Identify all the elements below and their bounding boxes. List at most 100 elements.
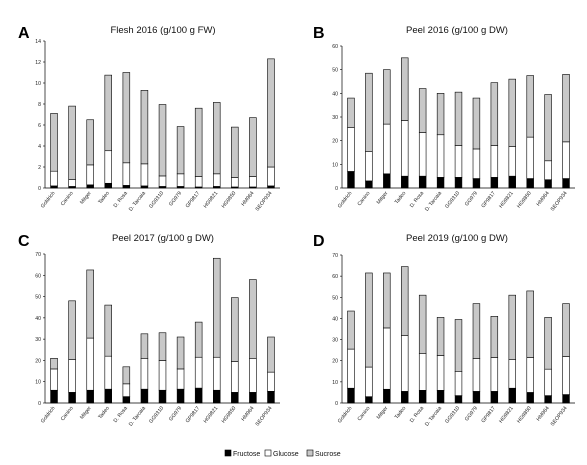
x-tick-label: GG979 bbox=[168, 405, 183, 422]
bar-segment-fructose bbox=[86, 389, 94, 404]
y-tick-label: 30 bbox=[332, 338, 338, 344]
y-tick-label: 70 bbox=[332, 253, 338, 259]
y-tick-label: 10 bbox=[332, 162, 338, 168]
x-tick-label: D. Tarcaia bbox=[424, 190, 443, 212]
y-tick-label: 70 bbox=[35, 252, 41, 258]
bar-segment-sucrose bbox=[544, 317, 552, 370]
bar-segment-sucrose bbox=[454, 319, 463, 372]
bar-segment-sucrose bbox=[140, 333, 149, 359]
x-tick-label: HM964 bbox=[536, 405, 551, 422]
bar-segment-fructose bbox=[418, 175, 427, 189]
bar-segment-glucose bbox=[365, 366, 373, 397]
x-tick-label: Tadeo bbox=[394, 190, 407, 205]
panel-c: C Peel 2017 (g/100 g DW) 0 10 20 30 40 50 60 70 Go… bbox=[18, 233, 280, 428]
bar-segment-sucrose bbox=[436, 93, 445, 136]
bar-segment-glucose bbox=[472, 148, 481, 179]
bar-segment-sucrose bbox=[86, 119, 94, 166]
bar-segment-fructose bbox=[176, 388, 185, 404]
bar-segment-glucose bbox=[267, 166, 275, 187]
bar-segment-sucrose bbox=[472, 303, 481, 359]
bar-segment-fructose bbox=[347, 387, 355, 404]
panel-letter: A bbox=[18, 25, 30, 42]
bar-segment-sucrose bbox=[401, 57, 409, 121]
bar-segment-sucrose bbox=[249, 117, 257, 177]
x-tick-label: HG9850 bbox=[221, 190, 238, 209]
x-tick-label: HM964 bbox=[240, 190, 255, 207]
bar-segment-sucrose bbox=[86, 269, 94, 339]
y-tick-label: 60 bbox=[332, 44, 338, 50]
bar-segment-glucose bbox=[249, 357, 257, 393]
x-tick-label: Goldrich bbox=[337, 405, 354, 424]
x-tick-label: Tadeo bbox=[97, 190, 110, 205]
bar-segment-fructose bbox=[436, 177, 445, 189]
panel-title: Peel 2019 (g/100 g DW) bbox=[406, 233, 508, 244]
bar-segment-glucose bbox=[490, 145, 499, 178]
y-tick-label: 6 bbox=[38, 123, 41, 129]
bar-segment-fructose bbox=[544, 179, 552, 189]
x-tick-label: HG9821 bbox=[498, 405, 515, 424]
bar-segment-sucrose bbox=[267, 58, 275, 168]
bar-segment-fructose bbox=[544, 395, 552, 404]
bar-segment-sucrose bbox=[383, 69, 391, 125]
bar-segment-fructose bbox=[418, 390, 427, 404]
bar-segment-glucose bbox=[544, 368, 552, 396]
x-tick-label: SEOP934 bbox=[255, 405, 274, 427]
bar-segment-sucrose bbox=[490, 316, 499, 358]
bar-segment-fructose bbox=[383, 388, 391, 404]
bar-segment-glucose bbox=[347, 348, 355, 389]
bar-segment-fructose bbox=[347, 171, 355, 189]
bar-segment-sucrose bbox=[472, 97, 481, 150]
bar-segment-glucose bbox=[347, 127, 355, 172]
y-tick-label: 60 bbox=[332, 274, 338, 280]
panel-d: D Peel 2019 (g/100 g DW) 0 10 20 30 40 50 60 70 Go… bbox=[313, 233, 575, 428]
bar-segment-glucose bbox=[176, 173, 185, 187]
bar-segment-glucose bbox=[194, 356, 203, 389]
bar-segment-glucose bbox=[86, 164, 94, 186]
bar-segment-glucose bbox=[176, 368, 185, 390]
y-tick-label: 20 bbox=[332, 359, 338, 365]
x-tick-label: HG9850 bbox=[516, 405, 533, 424]
panel-a: A Flesh 2016 (g/100 g FW) 0 2 4 6 8 10 12 14 Goldr… bbox=[18, 25, 280, 213]
bar-segment-sucrose bbox=[176, 126, 185, 175]
bar-segment-glucose bbox=[50, 170, 58, 187]
bar-segment-fructose bbox=[68, 392, 76, 404]
y-tick-label: 20 bbox=[35, 358, 41, 364]
bar-segment-sucrose bbox=[562, 303, 570, 357]
bar-segment-sucrose bbox=[418, 294, 427, 354]
x-tick-label: GP9817 bbox=[185, 405, 202, 424]
bar-segment-glucose bbox=[194, 176, 203, 188]
bar-segment-fructose bbox=[454, 177, 463, 189]
y-tick-label: 30 bbox=[35, 337, 41, 343]
x-tick-label: Canino bbox=[357, 405, 372, 422]
y-tick-label: 40 bbox=[35, 316, 41, 322]
bar-segment-fructose bbox=[122, 185, 131, 189]
x-tick-label: GG979 bbox=[168, 190, 183, 207]
bar-segment-sucrose bbox=[68, 105, 76, 180]
x-tick-label: HG9850 bbox=[516, 190, 533, 209]
y-tick-label: 0 bbox=[335, 186, 338, 192]
bar-segment-sucrose bbox=[213, 257, 221, 358]
bar-segment-sucrose bbox=[104, 74, 113, 152]
bar-segment-sucrose bbox=[383, 272, 391, 329]
legend-label-glucose: Glucose bbox=[273, 451, 299, 458]
x-tick-label: SEOP934 bbox=[255, 190, 274, 212]
bar-segment-glucose bbox=[140, 357, 149, 390]
x-tick-label: Goldrich bbox=[40, 405, 57, 424]
bar-segment-sucrose bbox=[158, 104, 167, 177]
x-tick-label: Mitger bbox=[79, 405, 93, 420]
legend-swatch-glucose bbox=[264, 449, 272, 457]
bar-segment-glucose bbox=[140, 163, 149, 187]
bar-segment-sucrose bbox=[68, 300, 76, 360]
bar-segment-glucose bbox=[401, 120, 409, 177]
x-tick-label: GG9310 bbox=[444, 405, 461, 424]
x-tick-label: Canino bbox=[60, 405, 75, 422]
bar-segment-sucrose bbox=[347, 310, 355, 350]
bar-segment-glucose bbox=[418, 132, 427, 177]
x-tick-label: GP9817 bbox=[185, 190, 202, 209]
legend-label-sucrose: Sucrose bbox=[315, 451, 341, 458]
y-tick-label: 40 bbox=[332, 316, 338, 322]
bar-segment-sucrose bbox=[267, 336, 275, 373]
x-tick-label: SEOP934 bbox=[550, 405, 569, 427]
panel-title: Peel 2017 (g/100 g DW) bbox=[112, 233, 214, 244]
x-tick-label: HM964 bbox=[240, 405, 255, 422]
